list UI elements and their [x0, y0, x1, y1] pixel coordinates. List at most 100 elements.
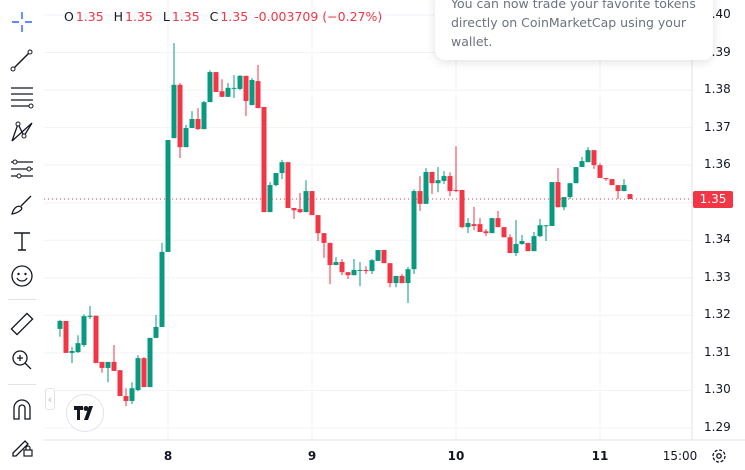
candle-body: [513, 244, 519, 254]
crosshair-icon[interactable]: [8, 8, 36, 36]
emoji-icon[interactable]: [8, 262, 36, 290]
candle-body: [477, 224, 483, 233]
tradingview-logo[interactable]: [66, 394, 104, 432]
candle-body: [249, 79, 255, 106]
candle-body: [345, 272, 351, 276]
candle-body: [303, 191, 309, 213]
price-tick-label: 1.33: [704, 269, 731, 284]
magnet-icon[interactable]: [8, 396, 36, 424]
candle-body: [597, 165, 603, 178]
candle-body: [483, 231, 489, 234]
candle-body: [351, 269, 357, 276]
candle-body: [369, 260, 375, 272]
candle-body: [69, 351, 75, 353]
candle-body: [219, 91, 225, 97]
candle-body: [387, 263, 393, 284]
candle-body: [189, 118, 195, 129]
toolbar-divider: [8, 384, 36, 385]
candle-body: [495, 218, 501, 228]
candle-body: [615, 185, 621, 192]
candle-body: [327, 242, 333, 266]
candle-body: [531, 236, 537, 252]
ruler-icon[interactable]: [8, 310, 36, 338]
time-tick-label: 8: [163, 449, 173, 463]
candle-body: [603, 177, 609, 180]
price-tick-label: 1.34: [704, 232, 731, 247]
candle-body: [339, 262, 345, 273]
fib-retracement-icon[interactable]: [8, 82, 36, 110]
candle-body: [147, 337, 153, 388]
change-value: -0.003709 (−0.27%): [254, 9, 383, 24]
candle-body: [537, 225, 543, 237]
candle-body: [261, 106, 267, 213]
candle-body: [165, 140, 171, 252]
candle-body: [291, 207, 297, 211]
candle-body: [441, 176, 447, 181]
time-tick-label: 10: [447, 449, 465, 463]
candle-body: [273, 173, 279, 186]
candle-body: [321, 233, 327, 243]
price-tick-label: 1.38: [704, 82, 731, 97]
toolbar-divider: [8, 299, 36, 300]
candle-body: [81, 316, 87, 346]
candle-body: [309, 191, 315, 216]
candle-body: [333, 262, 339, 266]
candle-body: [87, 315, 93, 317]
close-label: C: [209, 9, 219, 24]
brush-icon[interactable]: [8, 191, 36, 219]
ohlc-legend: O 1.35 H 1.35 L 1.35 C 1.35 -0.003709 (−0.27…: [64, 9, 384, 24]
candle-body: [609, 179, 615, 186]
candle-body: [399, 275, 405, 284]
open-value: 1.35: [75, 9, 104, 24]
candle-body: [243, 75, 249, 101]
candle-body: [285, 162, 291, 208]
candle-body: [375, 250, 381, 261]
candle-body: [507, 237, 513, 254]
candle-body: [183, 128, 189, 148]
high-label: H: [113, 9, 124, 24]
candle-body: [363, 269, 369, 272]
lock-drawing-icon[interactable]: [8, 432, 36, 460]
zoom-in-icon[interactable]: [8, 346, 36, 374]
gann-lines-icon[interactable]: [8, 155, 36, 183]
price-tick-label: 1.31: [704, 344, 731, 359]
candle-body: [117, 370, 123, 397]
price-tick-label: 1.30: [704, 382, 731, 397]
candle-body: [177, 84, 183, 148]
price-tick-label: 1.29: [704, 419, 731, 434]
trend-line-icon[interactable]: [8, 46, 36, 74]
candle-body: [579, 161, 585, 168]
candle-body: [573, 167, 579, 184]
candle-body: [357, 269, 363, 271]
text-icon[interactable]: [8, 227, 36, 255]
candle-body: [543, 225, 549, 227]
candle-body: [195, 118, 201, 130]
candle-body: [489, 218, 495, 234]
time-tick-label: 9: [307, 449, 317, 463]
close-value: 1.35: [220, 9, 249, 24]
candle-body: [459, 189, 465, 228]
candle-body: [159, 251, 165, 327]
candle-body: [393, 275, 399, 284]
collapse-toolbar-button[interactable]: ‹: [45, 388, 55, 410]
candle-body: [471, 224, 477, 227]
candle-body: [567, 183, 573, 198]
candle-body: [111, 361, 117, 371]
candle-body: [63, 320, 69, 353]
price-tick-label: 1.32: [704, 307, 731, 322]
drawing-toolbar: [0, 0, 44, 470]
time-tick-label: 15:00: [662, 449, 698, 463]
candle-body: [621, 185, 627, 192]
pattern-icon[interactable]: [8, 118, 36, 146]
candle-body: [201, 102, 207, 130]
candle-body: [429, 171, 435, 184]
candle-body: [213, 72, 219, 92]
candle-body: [561, 197, 567, 208]
candle-body: [315, 215, 321, 234]
candle-body: [237, 75, 243, 89]
low-value: 1.35: [171, 9, 200, 24]
settings-gear-icon[interactable]: [710, 447, 728, 465]
popup-line: You can now trade your favorite tokens: [451, 0, 696, 11]
candle-body: [549, 182, 555, 227]
